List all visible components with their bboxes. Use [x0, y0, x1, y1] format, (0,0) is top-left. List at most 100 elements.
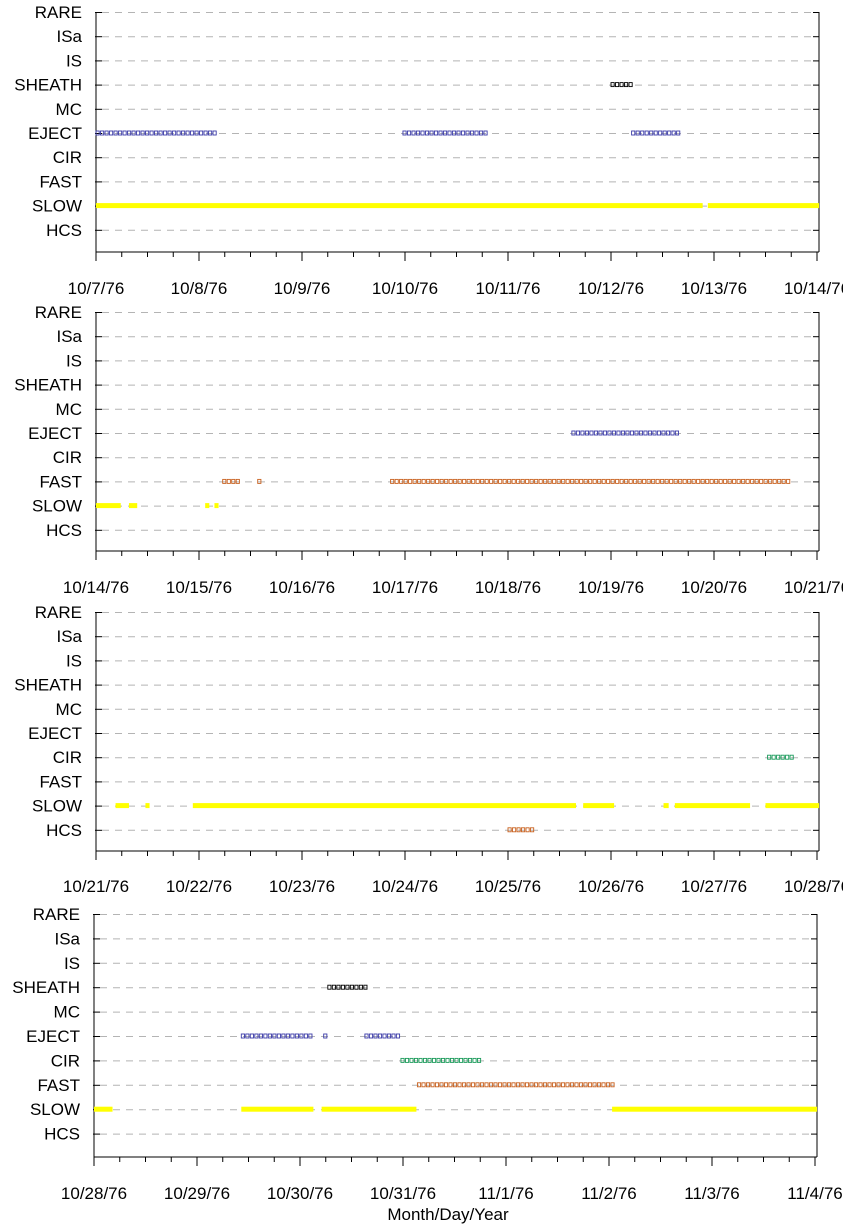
chart-panel-1: RARE ISa IS SHEATH MC EJECT CIR FAST SLOW HCS 10/7…: [14, 3, 843, 298]
category-label-isa: ISa: [56, 27, 82, 46]
segment-marker: [620, 430, 626, 436]
x-tick-label: 11/2/76: [581, 1184, 636, 1203]
category-label-mc: MC: [54, 1003, 80, 1022]
segment-marker: [511, 478, 516, 484]
segment-marker: [587, 1082, 593, 1088]
segment-marker: [556, 1082, 561, 1088]
x-tick-label: 10/14/76: [784, 279, 843, 298]
segment-marker: [443, 1082, 449, 1088]
segment-marker: [399, 478, 404, 484]
segment-marker: [420, 130, 425, 136]
segment-marker: [475, 1082, 480, 1088]
segment-marker: [158, 130, 163, 136]
segment-marker: [394, 478, 399, 484]
segment-marker: [436, 1057, 441, 1063]
segment-marker: [430, 1082, 435, 1088]
segment-eject: [631, 130, 681, 136]
segment-marker: [669, 478, 674, 484]
segment-marker: [415, 130, 421, 136]
x-tick-label: 10/8/76: [171, 279, 228, 298]
x-tick-label: 10/10/76: [372, 279, 438, 298]
segment-marker: [750, 478, 755, 484]
segment-marker: [575, 430, 581, 436]
segment-eject: [95, 130, 217, 136]
segment-marker: [674, 430, 680, 436]
segment-marker: [336, 984, 341, 990]
segment-marker: [257, 478, 262, 484]
segment-marker: [498, 478, 503, 484]
segment-sheath: [610, 82, 633, 88]
segment-marker: [358, 984, 363, 990]
segment-marker: [267, 1033, 272, 1039]
x-tick-label: 10/23/76: [269, 877, 335, 896]
segment-marker: [529, 1082, 534, 1088]
segment-eject: [364, 1033, 401, 1039]
segment-sheath: [327, 984, 368, 990]
category-label-fast: FAST: [39, 472, 82, 491]
segment-marker: [493, 478, 498, 484]
segment-marker: [561, 478, 566, 484]
segment-slow: [321, 1106, 417, 1112]
segment-marker: [776, 754, 781, 760]
segment-marker: [602, 430, 608, 436]
category-label-slow: SLOW: [30, 1100, 80, 1119]
segment-marker: [643, 430, 648, 436]
segment-fast: [257, 478, 262, 484]
segment-marker: [412, 478, 417, 484]
segment-marker: [290, 1033, 295, 1039]
segment-marker: [615, 478, 620, 484]
segment-marker: [556, 478, 561, 484]
segment-marker: [601, 1082, 606, 1088]
segment-marker: [181, 130, 186, 136]
segment-marker: [127, 130, 132, 136]
segment-marker: [736, 478, 741, 484]
segment-marker: [656, 430, 662, 436]
segment-marker: [439, 1082, 444, 1088]
segment-marker: [763, 478, 768, 484]
segment-marker: [467, 1057, 473, 1063]
segment-marker: [759, 478, 764, 484]
segment-marker: [249, 1033, 254, 1039]
segment-marker: [395, 1033, 401, 1039]
segment-marker: [571, 430, 576, 436]
x-tick-label: 10/14/76: [63, 578, 129, 597]
category-label-isa: ISa: [56, 327, 82, 346]
segment-marker: [331, 984, 336, 990]
segment-marker: [299, 1033, 304, 1039]
segment-marker: [386, 1033, 392, 1039]
segment-marker: [616, 430, 621, 436]
segment-marker: [745, 478, 750, 484]
category-label-is: IS: [64, 954, 80, 973]
segment-marker: [516, 478, 521, 484]
segment-marker: [551, 1082, 557, 1088]
segment-marker: [524, 1082, 530, 1088]
segment-marker: [780, 754, 785, 760]
segment-slow: [765, 803, 820, 809]
segment-marker: [458, 1057, 464, 1063]
segment-marker: [502, 478, 507, 484]
segment-marker: [478, 130, 484, 136]
segment-marker: [525, 827, 530, 833]
segment-marker: [451, 130, 457, 136]
segment-marker: [281, 1033, 286, 1039]
segment-marker: [445, 1057, 450, 1063]
segment-marker: [118, 130, 123, 136]
segment-marker: [652, 430, 657, 436]
segment-marker: [560, 1082, 566, 1088]
segment-marker: [226, 478, 231, 484]
segment-slow: [205, 503, 210, 509]
segment-marker: [465, 130, 470, 136]
segment-marker: [578, 1082, 584, 1088]
segment-marker: [327, 984, 332, 990]
segment-marker: [95, 130, 100, 136]
segment-marker: [638, 430, 644, 436]
segment-marker: [789, 754, 794, 760]
segment-marker: [109, 130, 114, 136]
segment-marker: [502, 1082, 507, 1088]
segment-marker: [664, 478, 669, 484]
segment-marker: [579, 478, 584, 484]
segment-marker: [634, 430, 639, 436]
segment-marker: [231, 478, 236, 484]
segment-marker: [493, 1082, 498, 1088]
segment-marker: [340, 984, 345, 990]
